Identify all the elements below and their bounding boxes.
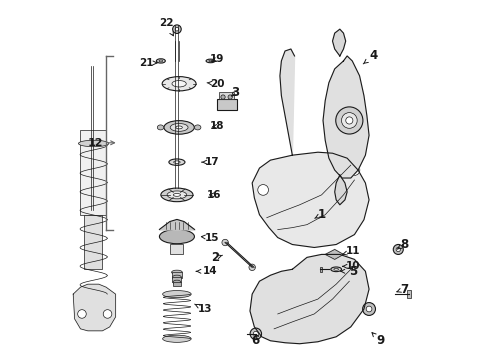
Circle shape <box>78 310 86 318</box>
Ellipse shape <box>157 125 163 130</box>
Ellipse shape <box>173 193 180 196</box>
Circle shape <box>249 328 261 339</box>
Circle shape <box>227 95 232 99</box>
Circle shape <box>362 302 375 315</box>
Ellipse shape <box>194 125 201 130</box>
Ellipse shape <box>167 191 186 199</box>
Circle shape <box>395 247 400 252</box>
Polygon shape <box>279 49 294 155</box>
Circle shape <box>392 244 403 255</box>
Ellipse shape <box>208 60 212 62</box>
Ellipse shape <box>159 229 194 244</box>
Text: 11: 11 <box>342 247 360 256</box>
Polygon shape <box>325 249 343 260</box>
Text: 12: 12 <box>87 138 103 148</box>
Ellipse shape <box>159 60 163 62</box>
Bar <box>173 282 181 286</box>
Circle shape <box>348 165 359 175</box>
Circle shape <box>341 113 356 128</box>
Ellipse shape <box>163 335 191 342</box>
Circle shape <box>248 264 255 270</box>
Circle shape <box>222 239 228 246</box>
Bar <box>219 92 234 99</box>
Polygon shape <box>249 255 368 344</box>
Text: 21: 21 <box>139 58 157 68</box>
Text: 18: 18 <box>209 121 224 131</box>
Ellipse shape <box>156 59 165 63</box>
Circle shape <box>335 107 362 134</box>
Text: 17: 17 <box>202 157 219 167</box>
Text: 4: 4 <box>363 49 377 64</box>
Bar <box>171 272 182 278</box>
Bar <box>407 290 410 298</box>
Polygon shape <box>73 284 115 331</box>
Text: 9: 9 <box>371 333 384 347</box>
Ellipse shape <box>176 126 182 129</box>
Polygon shape <box>332 29 345 56</box>
Ellipse shape <box>171 270 182 274</box>
Text: 22: 22 <box>159 18 173 36</box>
Bar <box>81 130 106 215</box>
Ellipse shape <box>333 269 338 270</box>
Bar <box>84 215 102 269</box>
Text: 1: 1 <box>314 208 325 221</box>
Circle shape <box>345 117 352 124</box>
Circle shape <box>172 25 181 33</box>
Text: 14: 14 <box>196 266 217 276</box>
Ellipse shape <box>162 77 196 91</box>
Ellipse shape <box>205 59 215 63</box>
Bar <box>216 99 237 109</box>
Text: 13: 13 <box>194 304 211 314</box>
Bar <box>172 277 181 282</box>
Ellipse shape <box>163 121 194 134</box>
Ellipse shape <box>170 123 188 131</box>
Ellipse shape <box>172 275 181 279</box>
Ellipse shape <box>330 267 341 272</box>
Polygon shape <box>252 152 368 247</box>
Ellipse shape <box>78 291 109 297</box>
Polygon shape <box>334 175 346 205</box>
Bar <box>170 244 183 255</box>
Ellipse shape <box>161 188 193 202</box>
Text: 2: 2 <box>211 251 222 264</box>
Bar <box>319 267 321 272</box>
Text: 5: 5 <box>340 265 356 278</box>
Text: 15: 15 <box>201 233 219 243</box>
Text: 20: 20 <box>206 79 224 89</box>
Circle shape <box>103 310 112 318</box>
Ellipse shape <box>173 280 181 284</box>
Circle shape <box>257 185 268 195</box>
Text: 16: 16 <box>206 190 221 200</box>
Polygon shape <box>323 56 368 178</box>
Ellipse shape <box>172 81 186 87</box>
Ellipse shape <box>163 291 191 298</box>
Circle shape <box>366 306 371 312</box>
Ellipse shape <box>168 159 184 165</box>
Ellipse shape <box>173 161 180 163</box>
Text: 3: 3 <box>231 86 239 99</box>
Circle shape <box>253 331 258 336</box>
Text: 10: 10 <box>342 261 360 271</box>
Circle shape <box>175 27 178 31</box>
Text: 6: 6 <box>251 334 260 347</box>
Text: 8: 8 <box>396 238 407 251</box>
Circle shape <box>221 95 224 99</box>
Text: 19: 19 <box>209 54 224 64</box>
Text: 7: 7 <box>396 283 407 296</box>
Ellipse shape <box>78 140 109 147</box>
